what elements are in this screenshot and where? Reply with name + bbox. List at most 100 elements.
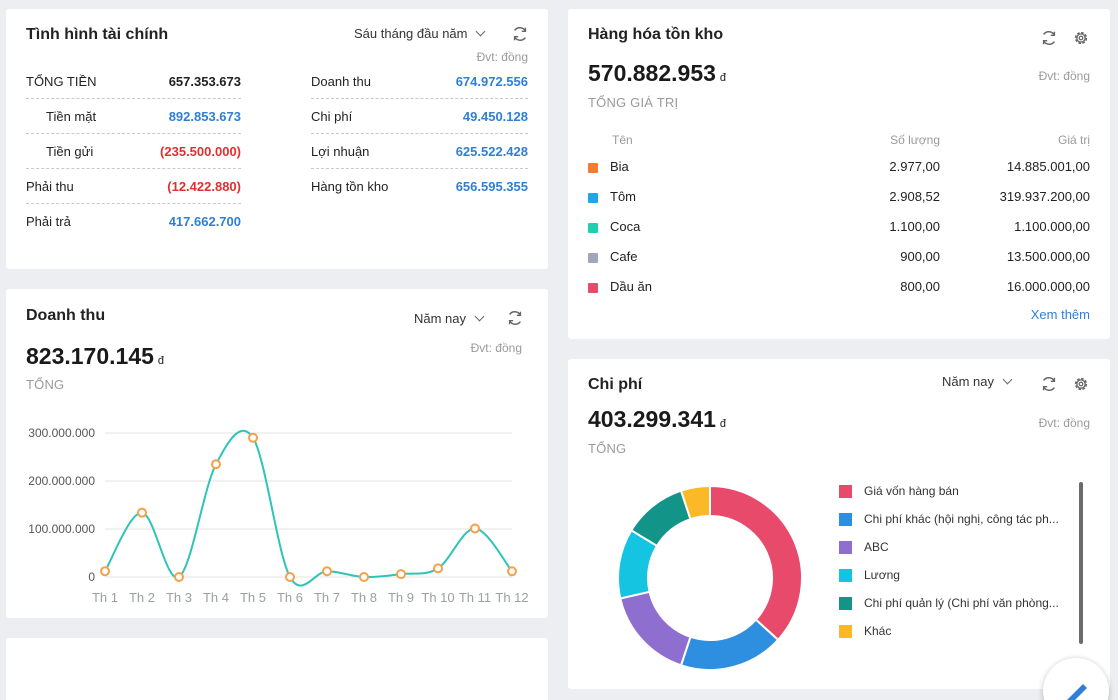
x-tick-label: Th 5: [240, 590, 266, 605]
pencil-icon: [1067, 684, 1087, 700]
gear-icon[interactable]: [1072, 375, 1090, 393]
finance-row-value: 657.353.673: [168, 73, 241, 89]
legend-swatch: [839, 596, 852, 610]
legend-item[interactable]: Giá vốn hàng bán: [839, 484, 1069, 498]
expenses-title: Chi phí: [588, 376, 643, 393]
inventory-header-name: Tên: [612, 133, 633, 147]
inventory-item-value: 14.885.001,00: [1006, 159, 1090, 174]
inventory-title: Hàng hóa tồn kho: [588, 26, 724, 43]
expenses-period-dropdown[interactable]: Năm nay: [942, 374, 1013, 389]
expenses-unit: Đvt: đồng: [1038, 416, 1090, 430]
donut-slice[interactable]: [709, 484, 803, 642]
legend-swatch: [839, 568, 852, 582]
edit-fab-button[interactable]: [1043, 658, 1109, 700]
data-point[interactable]: [211, 459, 221, 470]
inventory-total-label: TỔNG GIÁ TRỊ: [588, 95, 679, 110]
x-tick-label: Th 11: [459, 590, 491, 605]
data-point[interactable]: [100, 566, 110, 577]
refresh-icon[interactable]: [511, 25, 529, 43]
data-point[interactable]: [285, 572, 295, 582]
inventory-header-qty: Số lượng: [890, 133, 940, 147]
finance-row-value: 656.595.355: [455, 179, 528, 194]
x-tick-label: Th 10: [421, 590, 454, 605]
inventory-row: Bia 2.977,00 14.885.001,00: [588, 152, 1090, 182]
donut-slice[interactable]: [679, 484, 711, 521]
x-tick-label: Th 6: [277, 590, 303, 605]
refresh-icon[interactable]: [1040, 29, 1058, 47]
legend-item[interactable]: Chi phí khác (hội nghị, công tác ph...: [839, 512, 1069, 526]
revenue-total: 823.170.145 đ: [26, 343, 164, 370]
finance-row: Hàng tồn kho 656.595.355: [311, 169, 528, 204]
finance-period-value: Sáu tháng đầu năm: [354, 26, 468, 41]
finance-row-label: TỔNG TIỀN: [26, 73, 97, 89]
revenue-period-dropdown[interactable]: Năm nay: [414, 311, 485, 326]
legend-swatch: [839, 540, 852, 554]
inventory-row: Dầu ăn 800,00 16.000.000,00: [588, 272, 1090, 302]
data-point[interactable]: [396, 569, 406, 580]
refresh-icon[interactable]: [506, 309, 524, 327]
data-point[interactable]: [507, 566, 517, 577]
finance-period-dropdown[interactable]: Sáu tháng đầu năm: [354, 26, 486, 41]
legend-swatch: [588, 253, 598, 263]
finance-row: Doanh thu 674.972.556: [311, 64, 528, 99]
legend-scrollbar[interactable]: [1079, 482, 1083, 644]
data-point[interactable]: [248, 432, 258, 443]
inventory-item-value: 319.937.200,00: [999, 189, 1090, 204]
finance-row-label: Doanh thu: [311, 73, 371, 89]
inventory-item-value: 16.000.000,00: [1006, 279, 1090, 294]
inventory-item-name: Tôm: [610, 189, 636, 204]
finance-row-label: Tiền mặt: [46, 108, 97, 124]
legend-swatch: [588, 283, 598, 293]
legend-swatch: [588, 193, 598, 203]
inventory-unit: Đvt: đồng: [1038, 69, 1090, 83]
expenses-total-value: 403.299.341: [588, 406, 716, 432]
currency-symbol: đ: [719, 418, 727, 430]
currency-symbol: đ: [719, 72, 727, 84]
data-point[interactable]: [322, 566, 332, 577]
data-point[interactable]: [174, 572, 184, 582]
donut-slice[interactable]: [679, 618, 780, 671]
legend-item[interactable]: Khác: [839, 624, 1069, 638]
legend-label: Giá vốn hàng bán: [864, 484, 959, 498]
legend-label: Chi phí quản lý (Chi phí văn phòng...: [864, 596, 1059, 610]
y-tick-label: 200.000.000: [28, 474, 95, 488]
data-point[interactable]: [433, 563, 443, 574]
finance-row-label: Hàng tồn kho: [311, 179, 389, 194]
finance-row-value: 625.522.428: [455, 143, 528, 159]
revenue-unit: Đvt: đồng: [470, 341, 522, 355]
inventory-item-qty: 900,00: [900, 249, 940, 264]
data-point[interactable]: [470, 523, 480, 534]
expenses-total: 403.299.341 đ: [588, 406, 726, 433]
inventory-item-qty: 2.908,52: [889, 189, 940, 204]
y-tick-label: 300.000.000: [28, 426, 95, 440]
legend-swatch: [839, 624, 852, 638]
inventory-item-name: Cafe: [610, 249, 638, 264]
see-more-link[interactable]: Xem thêm: [1030, 307, 1090, 322]
inventory-total-value: 570.882.953: [588, 60, 716, 86]
legend-item[interactable]: Lương: [839, 568, 1069, 582]
finance-row-label: Lợi nhuận: [311, 143, 370, 159]
chevron-down-icon: [1002, 374, 1013, 385]
empty-card: [6, 638, 548, 700]
finance-row-value: 892.853.673: [168, 108, 241, 124]
finance-row: Chi phí 49.450.128: [311, 99, 528, 134]
donut-slice[interactable]: [619, 590, 692, 667]
refresh-icon[interactable]: [1040, 375, 1058, 393]
y-tick-label: 0: [88, 570, 95, 584]
finance-row: Phải thu (12.422.880): [26, 169, 241, 204]
finance-row: Phải trả 417.662.700: [26, 204, 241, 239]
data-point[interactable]: [137, 507, 147, 518]
inventory-row: Coca 1.100,00 1.100.000,00: [588, 212, 1090, 242]
finance-row-value: (12.422.880): [167, 178, 241, 194]
x-tick-label: Th 12: [495, 590, 528, 605]
legend-item[interactable]: ABC: [839, 540, 1069, 554]
data-point[interactable]: [359, 572, 369, 582]
inventory-row: Tôm 2.908,52 319.937.200,00: [588, 182, 1090, 212]
inventory-total: 570.882.953 đ: [588, 60, 726, 87]
finance-row-label: Chi phí: [311, 108, 353, 124]
legend-item[interactable]: Chi phí quản lý (Chi phí văn phòng...: [839, 596, 1069, 610]
x-tick-label: Th 2: [129, 590, 155, 605]
inventory-item-qty: 2.977,00: [889, 159, 940, 174]
gear-icon[interactable]: [1072, 29, 1090, 47]
legend-label: ABC: [864, 540, 889, 554]
